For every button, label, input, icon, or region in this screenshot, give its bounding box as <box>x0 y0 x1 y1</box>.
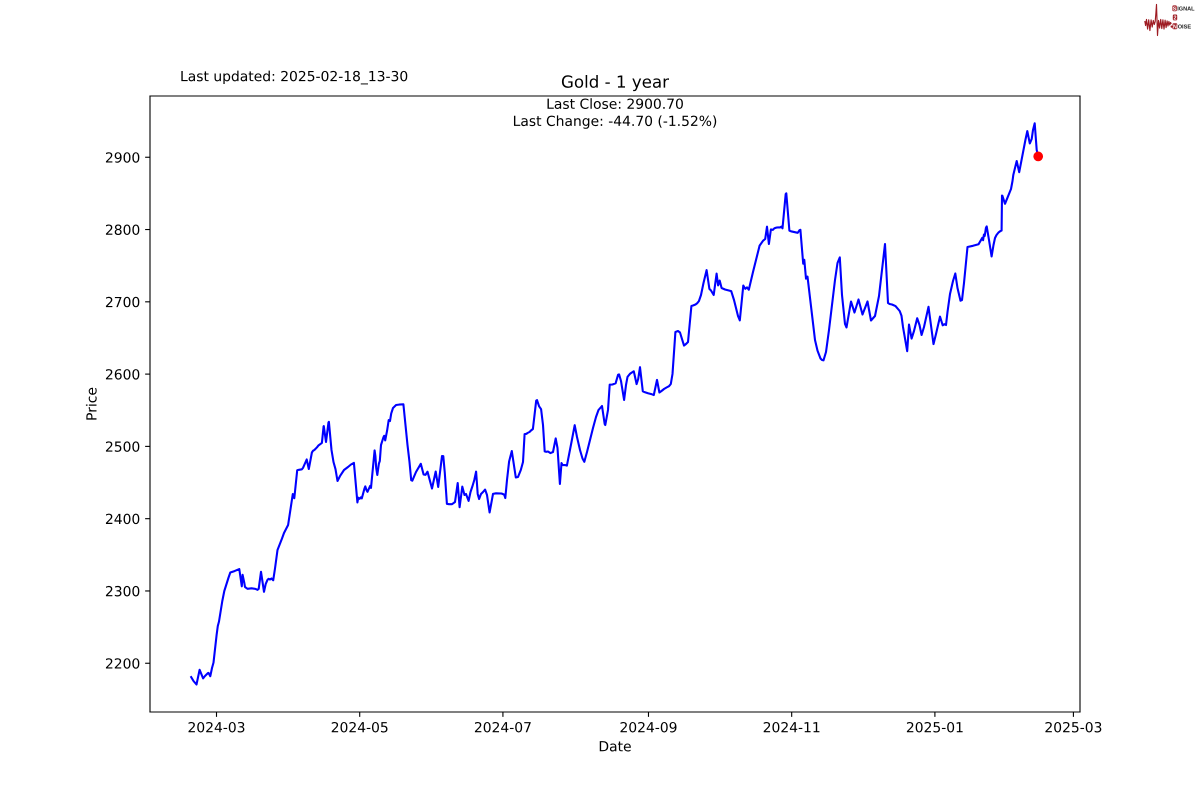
svg-text:OISE: OISE <box>1178 24 1192 30</box>
svg-text:N: N <box>1173 24 1177 30</box>
svg-text:IGNAL: IGNAL <box>1177 6 1195 12</box>
svg-text:S: S <box>1173 6 1177 12</box>
svg-text:2: 2 <box>1174 15 1177 21</box>
